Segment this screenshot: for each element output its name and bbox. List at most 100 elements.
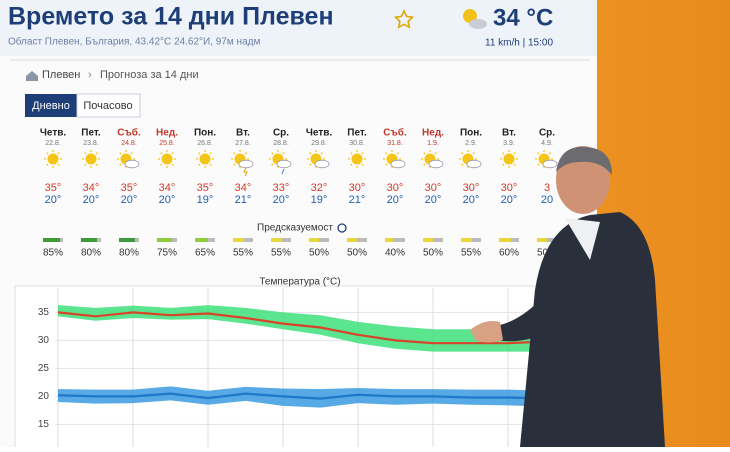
sun-ray (502, 152, 505, 155)
low-temp: 20° (387, 194, 404, 206)
home-icon[interactable] (26, 71, 38, 81)
high-temp: 33° (273, 182, 290, 194)
high-temp: 35° (121, 182, 138, 194)
current-weather-icon (463, 9, 487, 29)
predictability-bar (537, 238, 547, 242)
sun-ray (171, 163, 174, 166)
predictability-label: 50% (423, 248, 443, 259)
sun-ray (461, 163, 464, 166)
y-tick-label: 25 (38, 363, 50, 374)
high-temp: 3 (544, 182, 550, 194)
predictability-bar (271, 238, 282, 242)
sun-ray (57, 152, 60, 155)
weather-icon (231, 150, 254, 177)
predictability-label: 50% (347, 248, 367, 259)
sun-ray (160, 163, 163, 166)
day-date: 28.8. (273, 140, 289, 147)
sun-ray (461, 152, 464, 155)
cloud (238, 159, 254, 169)
sun-ray (320, 152, 323, 155)
sun-ray (513, 163, 516, 166)
day-date: 30.8. (349, 140, 365, 147)
predictability-label: 85% (43, 248, 63, 259)
sun-ray (271, 163, 274, 166)
sun-ray (361, 152, 364, 155)
sun-ray (350, 163, 353, 166)
low-temp: 20° (463, 194, 480, 206)
rain (281, 168, 285, 175)
sun-ray (537, 152, 540, 155)
sun-ray (95, 163, 98, 166)
weather-icon (421, 150, 444, 169)
sun-ray (119, 163, 122, 166)
cloud (124, 159, 140, 169)
day-date: 31.8. (387, 140, 403, 147)
breadcrumb-separator: › (88, 69, 92, 81)
day-name: Пон. (194, 128, 216, 139)
sun-ray (209, 152, 212, 155)
weather-icon (535, 150, 558, 169)
high-temp: 30° (387, 182, 404, 194)
sun (199, 153, 211, 165)
tab-label[interactable]: Почасово (83, 100, 132, 112)
predictability-label: 55% (233, 248, 253, 259)
low-temp: 19° (197, 194, 214, 206)
weather-icon (269, 150, 292, 175)
low-temp: 21° (235, 194, 252, 206)
high-temp: 35° (45, 182, 62, 194)
cloud (466, 159, 482, 169)
weather-icon (117, 150, 140, 169)
high-temp: 30° (501, 182, 518, 194)
low-temp: 20° (45, 194, 62, 206)
sun-ray (233, 152, 236, 155)
breadcrumb-current: Прогноза за 14 дни (100, 69, 199, 81)
predictability-bar (195, 238, 208, 242)
day-date: 26.8. (197, 140, 213, 147)
sun-ray (209, 163, 212, 166)
high-temp: 30° (463, 182, 480, 194)
sun-ray (46, 152, 49, 155)
title: Времето за 14 дни Плевен (8, 3, 334, 31)
day-date: 4.9. (541, 140, 553, 147)
sun-ray (198, 152, 201, 155)
current-info: 11 km/h | 15:00 (485, 38, 553, 49)
day-date: 29.8. (311, 140, 327, 147)
day-name: Ср. (539, 128, 555, 139)
y-tick-label: 30 (38, 335, 50, 346)
sun-ray (244, 152, 247, 155)
sun-ray (502, 163, 505, 166)
sun-ray (130, 152, 133, 155)
day-name: Пет. (347, 128, 367, 139)
sun-ray (385, 152, 388, 155)
tab[interactable] (76, 93, 141, 118)
predictability-bar (81, 238, 97, 242)
predictability-label: 50% (309, 248, 329, 259)
sun-ray (423, 163, 426, 166)
sun-ray (434, 152, 437, 155)
chart-title: Температура (°C) (259, 277, 340, 288)
sun-ray (95, 152, 98, 155)
predictability-label: 80% (81, 248, 101, 259)
day-date: 3.9. (503, 140, 515, 147)
weather-icon (383, 150, 406, 169)
predictability-bar (43, 238, 60, 242)
info-icon[interactable] (337, 223, 347, 233)
predictability-title: Предсказуемост (257, 223, 333, 234)
high-temp: 32° (311, 182, 328, 194)
breadcrumb-link[interactable]: Плевен (42, 69, 80, 81)
tab-label[interactable]: Дневно (32, 100, 70, 112)
y-tick-label: 15 (38, 419, 50, 430)
low-temp: 20° (273, 194, 290, 206)
sun-ray (361, 163, 364, 166)
predictability-bar (157, 238, 172, 242)
sun-ray (396, 152, 399, 155)
sun-ray (119, 152, 122, 155)
star-icon (393, 9, 415, 29)
weather-icon (82, 150, 100, 168)
day-name: Съб. (383, 127, 407, 139)
cloud (390, 159, 406, 169)
sun (47, 153, 59, 165)
low-temp: 20° (121, 194, 138, 206)
tab-active[interactable] (25, 94, 77, 117)
weather-icon (307, 150, 330, 169)
